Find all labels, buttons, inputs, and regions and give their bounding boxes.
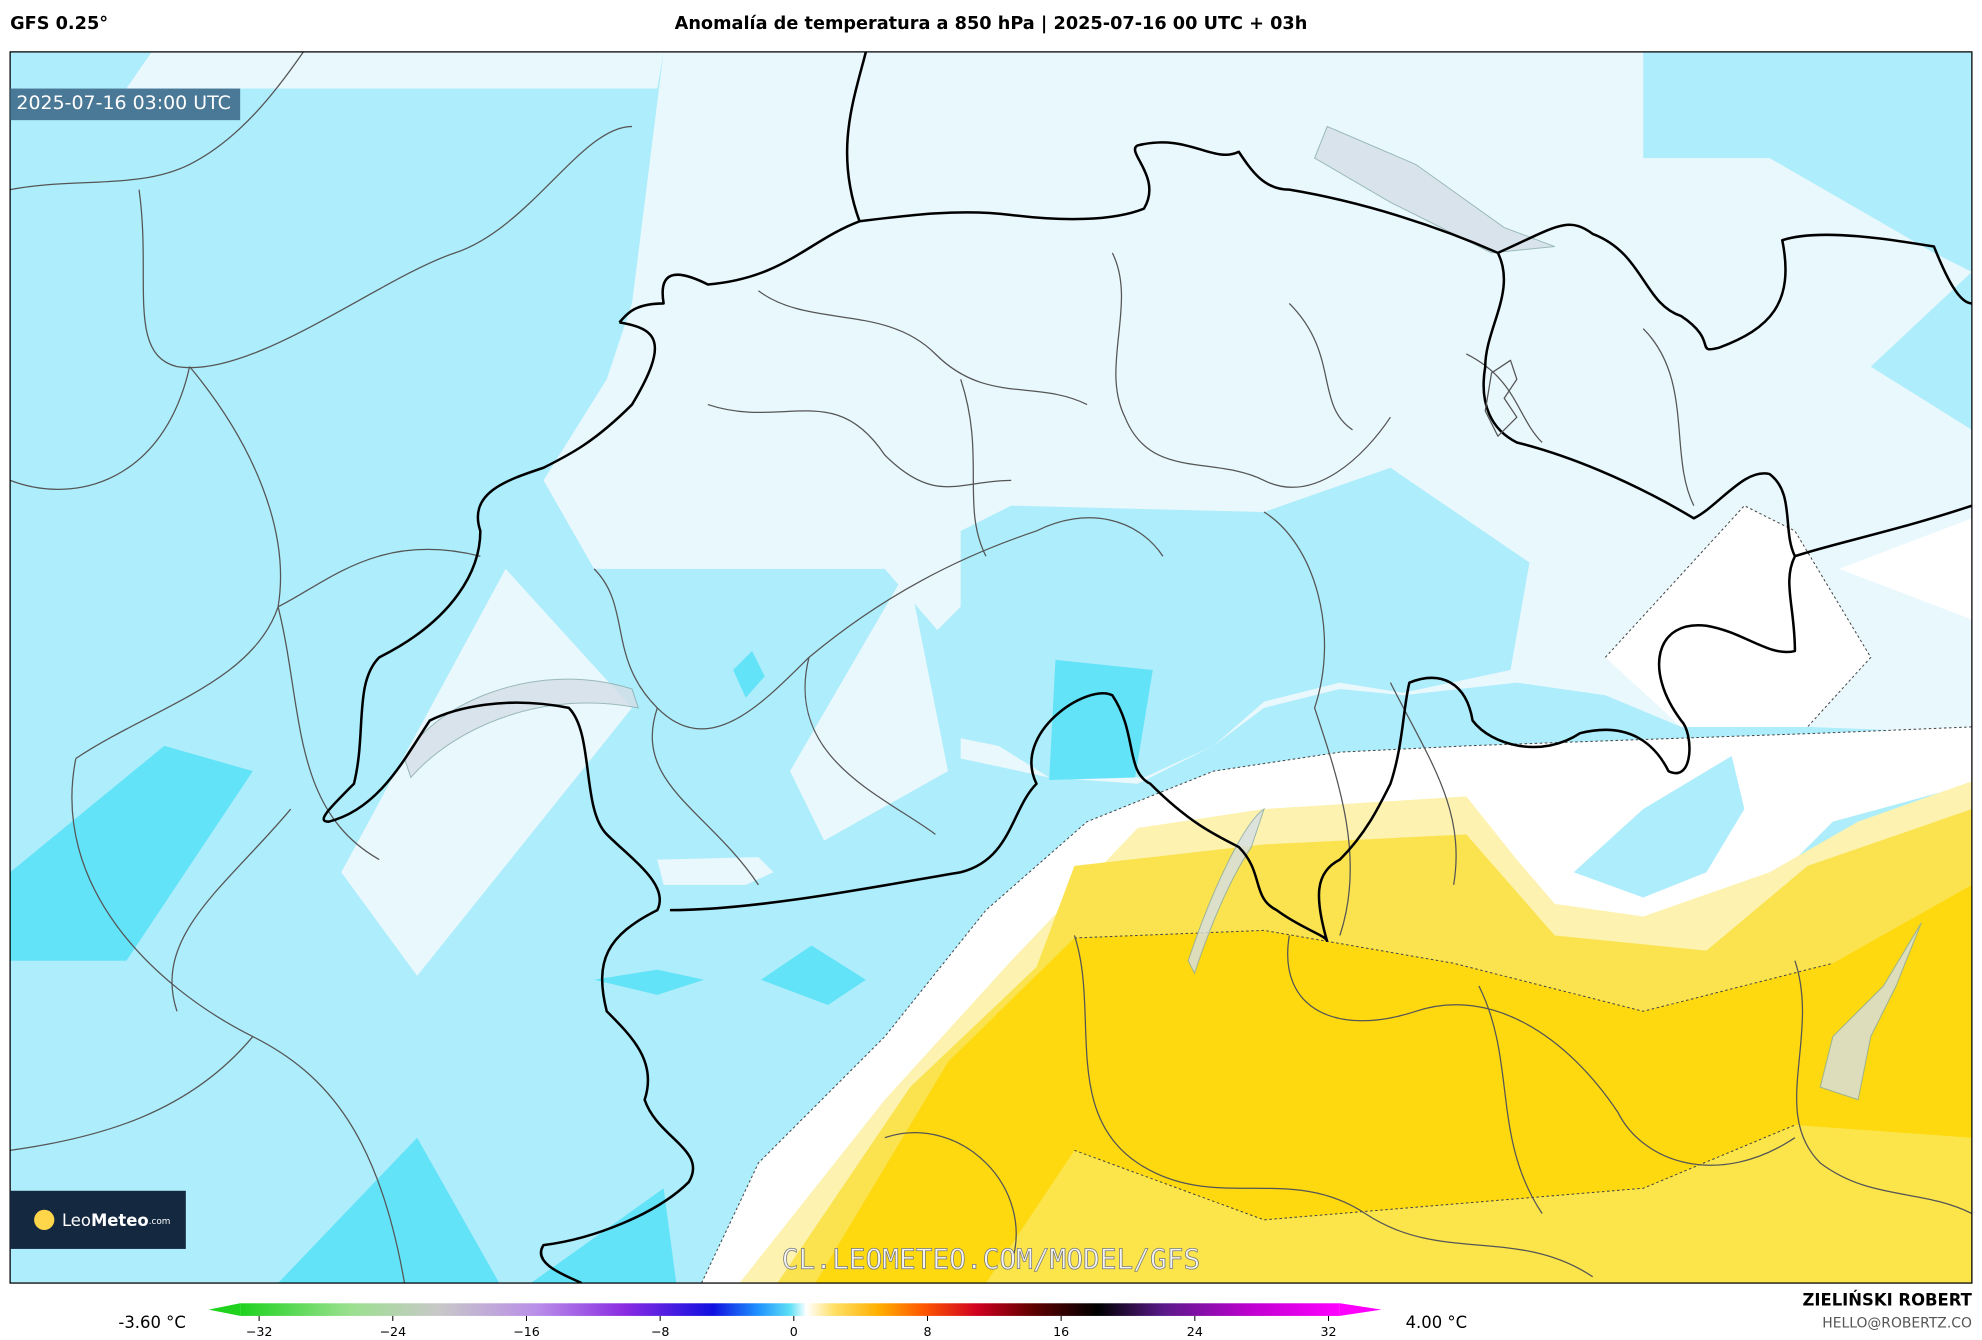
credit-name: ZIELIŃSKI ROBERT [1802,1290,1972,1309]
logo-text: LeoMeteo.com [62,1211,170,1230]
map-frame [9,51,1973,1284]
field-base [1870,271,1972,430]
region-border [10,51,633,1284]
field-light [657,857,774,885]
colorbar-tick-label: −32 [246,1324,273,1339]
colorbar-tick-label: 0 [790,1324,798,1339]
country-border [322,220,860,1284]
field-white [1605,505,1871,727]
colorbar-tick-label: −8 [651,1324,670,1339]
field-light [126,51,664,89]
colorbar-arrow [208,1303,241,1316]
lake [1187,807,1265,975]
field-cool [10,745,253,961]
logo-domain: .com [149,1217,171,1227]
logo-bold: Meteo [91,1211,149,1230]
model-label: GFS 0.25° [10,14,108,34]
logo-light: Leo [62,1211,91,1230]
legend-max: 4.00 °C [1406,1313,1467,1332]
lake [1819,922,1922,1101]
field-base [1573,755,1745,898]
field-cool [530,1188,677,1284]
timestamp: 2025-07-16 03:00 UTC [16,92,230,114]
map-title: Anomalía de temperatura a 850 hPa | 2025… [675,14,1308,34]
colorbar-tick-label: 16 [1053,1324,1069,1339]
field-cool [1049,659,1153,780]
credit-email: HELLO@ROBERTZ.CO [1822,1316,1972,1332]
logo-sun [34,1209,55,1230]
region-border [593,379,1457,936]
lake [1313,125,1555,254]
region-border [884,935,1972,1278]
field-base [1643,51,1972,272]
region-border [1484,359,1518,437]
region-border [707,252,1695,506]
watermark: CL.LEOMETEO.COM/MODEL/GFS [782,1242,1200,1275]
field-white [1839,518,1972,620]
field-cool [278,1137,500,1284]
colorbar-tick-label: −24 [379,1324,406,1339]
country-border [1497,223,1972,351]
colorbar [240,1303,1340,1316]
colorbar-tick-label: 24 [1187,1324,1203,1339]
country-border [845,51,1972,558]
field-light [790,568,949,841]
field-cool [594,969,705,995]
country-border [669,555,1797,943]
colorbar-arrow [1339,1303,1382,1316]
field-cool [760,945,866,1005]
legend-min: -3.60 °C [118,1313,185,1332]
field-light [543,51,1972,784]
field-light [341,568,633,976]
colorbar-tick-label: 8 [923,1324,931,1339]
field-cool [733,651,765,698]
colorbar-tick-label: 32 [1320,1324,1336,1339]
map [10,51,1972,1284]
timestamp-box [10,88,241,121]
colorbar-tick-label: −16 [513,1324,540,1339]
